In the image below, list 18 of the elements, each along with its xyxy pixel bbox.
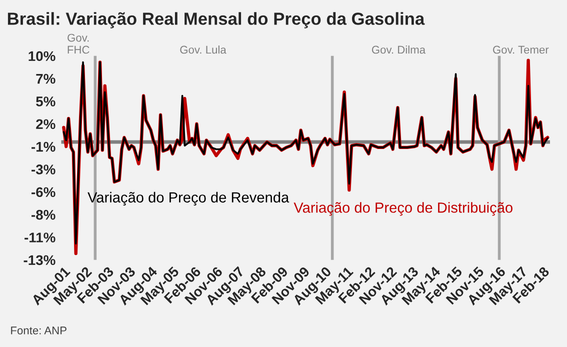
text: Gov. FHC xyxy=(68,34,90,54)
text: Gov. Temer xyxy=(493,46,549,54)
chart-title: Brasil: Variação Real Mensal do Preço da Gasolina xyxy=(8,12,425,28)
text: Gov. Dilma xyxy=(372,46,426,54)
y-tick-label: 10% xyxy=(28,51,56,62)
y-tick-label: -8% xyxy=(32,210,56,220)
source-note: Fonte: ANP xyxy=(11,326,66,334)
text: Variação do Preço de Distribuição xyxy=(294,202,512,216)
y-tick-label: -13% xyxy=(24,255,56,266)
y-tick-label: 5% xyxy=(36,96,56,106)
y-tick-label: -1% xyxy=(32,142,56,152)
y-tick-label: 2% xyxy=(36,119,56,130)
y-tick-label: -6% xyxy=(32,187,56,198)
y-tick-label: -3% xyxy=(32,164,56,174)
text: Gov. Lula xyxy=(180,46,226,54)
series-label: Variação do Preço de Revenda xyxy=(88,192,290,206)
y-tick-label: -11% xyxy=(24,232,56,242)
y-tick-label: 7% xyxy=(36,74,56,84)
